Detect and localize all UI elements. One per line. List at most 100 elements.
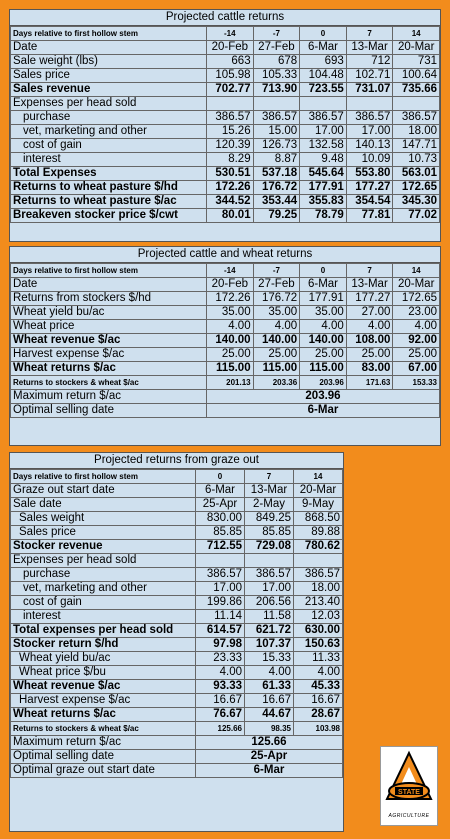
cattle-returns-panel: Projected cattle returns Days relative t… bbox=[9, 9, 441, 242]
row-value: 355.83 bbox=[299, 194, 347, 209]
row-value: 83.00 bbox=[345, 361, 394, 376]
max-return-row: Maximum return $/ac 125.66 bbox=[10, 735, 343, 750]
days-row: Days relative to first hollow stem -14 -7 0… bbox=[10, 263, 440, 278]
row-value: 386.57 bbox=[195, 567, 245, 582]
row-value: 44.67 bbox=[244, 707, 294, 722]
row-value: 85.85 bbox=[195, 525, 245, 540]
table-row: Returns from stockers $/hd 172.26 176.72 17… bbox=[10, 291, 440, 306]
row-value: 150.63 bbox=[293, 637, 343, 652]
row-value: 140.13 bbox=[345, 138, 394, 153]
days-row-cell: 0 bbox=[195, 469, 245, 484]
row-value: 731.07 bbox=[345, 82, 394, 97]
row-value: 98.35 bbox=[244, 721, 294, 736]
row-value: 125.66 bbox=[195, 721, 245, 736]
date-row-cell: 20-Feb bbox=[206, 40, 254, 55]
row-value: 77.02 bbox=[392, 208, 440, 223]
row-label: Wheat price $/bu bbox=[10, 665, 196, 680]
row-label: Expenses per head sold bbox=[10, 553, 196, 568]
row-value: 25.00 bbox=[392, 347, 440, 362]
table-row: Harvest expense $/ac 25.00 25.00 25.00 25.00… bbox=[10, 347, 440, 362]
row-label: vet, marketing and other bbox=[10, 124, 207, 139]
table-row: cost of gain 199.86 206.56 213.40 bbox=[10, 595, 343, 610]
days-row-cell: 7 bbox=[345, 26, 394, 41]
row-label: Total expenses per head sold bbox=[10, 623, 196, 638]
row-value: 115.00 bbox=[206, 361, 254, 376]
row-label: vet, marketing and other bbox=[10, 581, 196, 596]
row-value: 172.65 bbox=[392, 291, 440, 306]
days-row-label: Days relative to first hollow stem bbox=[10, 469, 196, 484]
row-value: 780.62 bbox=[293, 539, 343, 554]
row-label: Wheat revenue $/ac bbox=[10, 333, 207, 348]
cattle-wheat-table: Days relative to first hollow stem -14 -7 0… bbox=[10, 263, 440, 418]
days-row-cell: 14 bbox=[392, 263, 440, 278]
start-date-row-label: Graze out start date bbox=[10, 483, 196, 498]
row-value: 45.33 bbox=[293, 679, 343, 694]
table-row: Sales price 85.85 85.85 89.88 bbox=[10, 525, 343, 540]
row-value: 104.48 bbox=[299, 68, 347, 83]
date-row-label: Date bbox=[10, 40, 207, 55]
row-value: 203.36 bbox=[252, 375, 301, 390]
graze-out-table: Days relative to first hollow stem 0 7 14 Gr… bbox=[10, 469, 343, 778]
row-value: 115.00 bbox=[299, 361, 347, 376]
row-value: 4.00 bbox=[206, 319, 254, 334]
row-value: 10.09 bbox=[345, 152, 394, 167]
table-row: Sale weight (lbs) 663 678 693 712 731 bbox=[10, 54, 440, 69]
row-value: 213.40 bbox=[293, 595, 343, 610]
row-value: 2-May bbox=[244, 497, 294, 512]
table-row: Wheat revenue $/ac 93.33 61.33 45.33 bbox=[10, 679, 343, 694]
max-return-row-label: Maximum return $/ac bbox=[10, 735, 196, 750]
row-value: 723.55 bbox=[299, 82, 347, 97]
table-row: Wheat price 4.00 4.00 4.00 4.00 4.00 bbox=[10, 319, 440, 334]
row-value: 563.01 bbox=[392, 166, 440, 181]
days-row-cell: 14 bbox=[293, 469, 343, 484]
start-date-row: Graze out start date 6-Mar 13-Mar 20-Mar bbox=[10, 483, 343, 498]
row-value bbox=[244, 553, 294, 568]
table-row: purchase 386.57 386.57 386.57 bbox=[10, 567, 343, 582]
days-row-cell: -14 bbox=[206, 26, 254, 41]
row-value: 11.14 bbox=[195, 609, 245, 624]
row-value: 10.73 bbox=[392, 152, 440, 167]
row-value: 177.91 bbox=[299, 291, 347, 306]
row-value: 9-May bbox=[293, 497, 343, 512]
row-label: Sales price bbox=[10, 68, 207, 83]
table-row: Expenses per head sold bbox=[10, 553, 343, 568]
row-value: 203.96 bbox=[299, 375, 347, 390]
table-row: cost of gain 120.39 126.73 132.58 140.13 147.… bbox=[10, 138, 440, 153]
cattle-wheat-title: Projected cattle and wheat returns bbox=[10, 247, 440, 263]
row-value: 553.80 bbox=[345, 166, 394, 181]
row-value: 17.00 bbox=[195, 581, 245, 596]
row-label: interest bbox=[10, 152, 207, 167]
row-label: Returns from stockers $/hd bbox=[10, 291, 207, 306]
table-row: Sale date 25-Apr 2-May 9-May bbox=[10, 497, 343, 512]
cattle-returns-table: Days relative to first hollow stem -14 -7 0… bbox=[10, 26, 440, 223]
row-value: 140.00 bbox=[252, 333, 301, 348]
row-value: 16.67 bbox=[293, 693, 343, 708]
row-value: 630.00 bbox=[293, 623, 343, 638]
row-value: 97.98 bbox=[195, 637, 245, 652]
row-value: 206.56 bbox=[244, 595, 294, 610]
row-value: 530.51 bbox=[206, 166, 254, 181]
date-row-cell: 6-Mar bbox=[299, 40, 347, 55]
row-value: 25.00 bbox=[252, 347, 301, 362]
date-row-cell: 20-Mar bbox=[392, 277, 440, 292]
row-label: interest bbox=[10, 609, 196, 624]
row-label: Returns to wheat pasture $/hd bbox=[10, 180, 207, 195]
table-row: Wheat returns $/ac 115.00 115.00 115.00 83.0… bbox=[10, 361, 440, 376]
row-value: 35.00 bbox=[206, 305, 254, 320]
row-value: 79.25 bbox=[252, 208, 301, 223]
row-value: 849.25 bbox=[244, 511, 294, 526]
row-value: 15.33 bbox=[244, 651, 294, 666]
row-value: 199.86 bbox=[195, 595, 245, 610]
date-row-cell: 20-Feb bbox=[206, 277, 254, 292]
logo-graphic-icon: STATE bbox=[385, 750, 433, 800]
row-value: 11.58 bbox=[244, 609, 294, 624]
row-value: 172.26 bbox=[206, 291, 254, 306]
row-value: 386.57 bbox=[293, 567, 343, 582]
row-value: 28.67 bbox=[293, 707, 343, 722]
date-row: Date 20-Feb 27-Feb 6-Mar 13-Mar 20-Mar bbox=[10, 40, 440, 55]
row-value: 23.33 bbox=[195, 651, 245, 666]
graze-out-title: Projected returns from graze out bbox=[10, 453, 343, 469]
row-value: 386.57 bbox=[345, 110, 394, 125]
table-row: Wheat returns $/ac 76.67 44.67 28.67 bbox=[10, 707, 343, 722]
table-row: Sales revenue 702.77 713.90 723.55 731.07 735… bbox=[10, 82, 440, 97]
